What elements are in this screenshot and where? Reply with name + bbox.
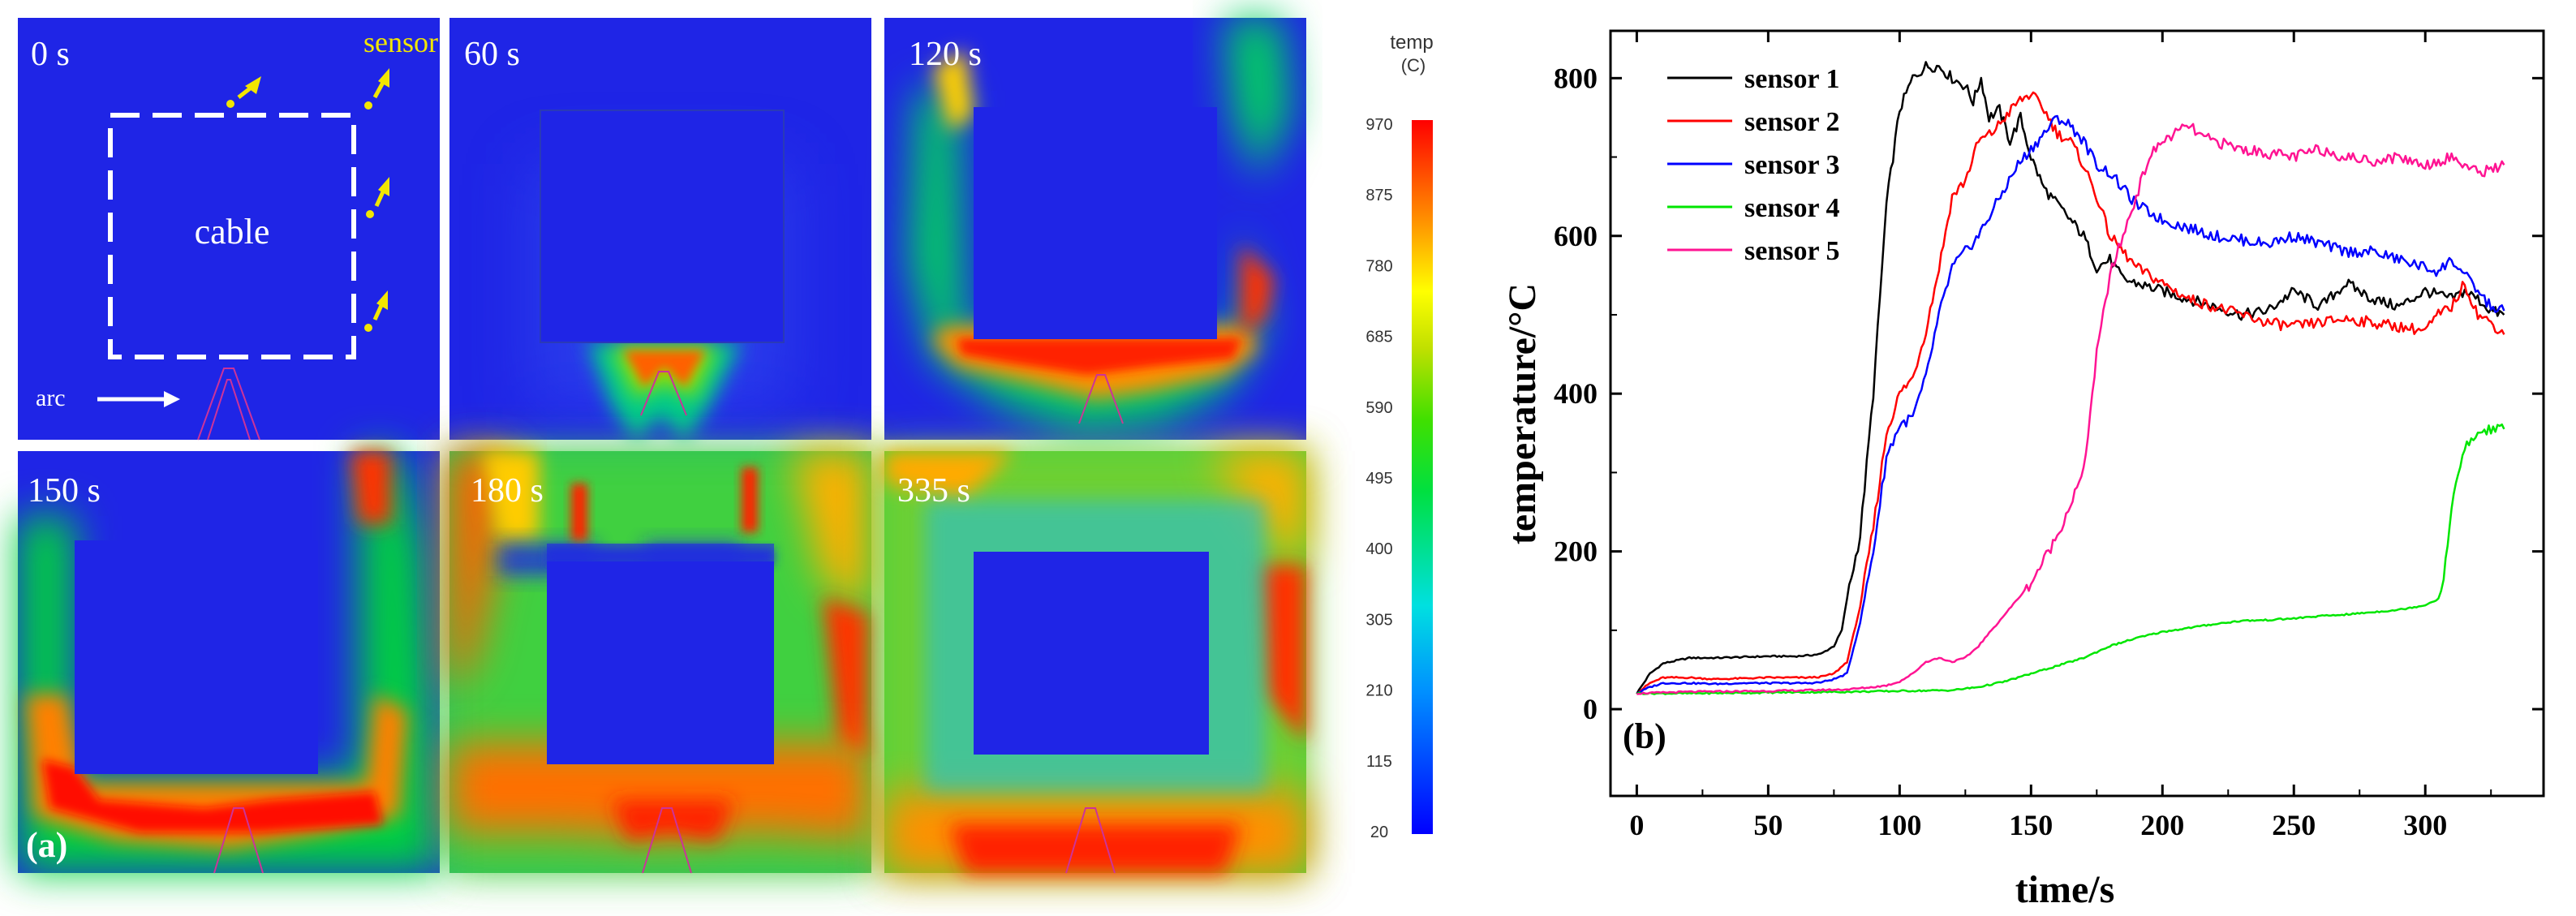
x-tick-label: 100 [1877,809,1921,841]
colorbar-tick-label: 780 [1365,257,1392,275]
colorbar: temp (C) 970 875 780 685 590 495 400 305 210 115 2… [1365,32,1433,841]
x-tick-label: 50 [1753,809,1783,841]
cable-outline [108,113,356,359]
legend-entry-1: sensor 1 [1744,64,1839,94]
sim-panel-150s: 150 s (a) [18,451,440,874]
x-tick-label: 250 [2272,809,2316,841]
colorbar-tick-label: 875 [1365,187,1392,204]
series-line-5 [1636,123,2505,695]
sim-time-label: 180 s [471,472,544,510]
series-line-3 [1636,114,2505,695]
sim-time-label: 60 s [464,36,520,73]
colorbar-tick-label: 115 [1366,753,1392,771]
panel-b-label: (b) [1623,716,1666,756]
colorbar-tick-label: 495 [1365,470,1392,488]
legend-entry-3: sensor 3 [1744,150,1839,180]
series-line-4 [1636,423,2505,695]
arc-outline [197,368,260,441]
x-tick-label: 200 [2140,809,2184,841]
colorbar-tick-label: 590 [1365,399,1392,417]
cable-label: cable [195,212,270,252]
colorbar-tick-label: 685 [1365,329,1392,346]
y-tick-label: 600 [1554,220,1598,252]
sim-time-label: 335 s [897,472,970,510]
arc-label: arc [36,385,66,411]
y-tick-label: 400 [1554,377,1598,410]
legend-entry-4: sensor 4 [1744,193,1839,223]
series-line-1 [1636,61,2505,695]
legend-entry-2: sensor 2 [1744,107,1839,137]
sensor-marker-3 [366,177,389,218]
y-tick-label: 200 [1554,535,1598,568]
x-tick-label: 300 [2403,809,2447,841]
sim-panel-0s: cable sensor arc [18,18,440,441]
sim-panel-60s: 60 s [449,18,871,440]
colorbar-tick-label: 305 [1365,611,1392,629]
colorbar-tick-label: 400 [1365,540,1392,558]
series-line-2 [1636,91,2505,695]
colorbar-unit: (C) [1401,55,1426,75]
sensor-marker-1 [226,76,261,108]
sim-time-label: 150 s [28,472,101,510]
sensor-marker-4 [364,290,388,332]
sim-panel-335s: 335 s [884,451,1306,874]
arc-arrow [97,391,180,407]
sim-time-label: 0 s [31,36,70,73]
x-tick-label: 150 [2009,809,2053,841]
y-tick-label: 0 [1583,693,1598,725]
legend-entry-5: sensor 5 [1744,236,1839,266]
plot-frame [1609,29,2545,798]
legend: sensor 1 sensor 2 sensor 3 sensor 4 sensor 5 [1667,64,1839,266]
colorbar-gradient [1412,120,1433,834]
sim-time-label: 120 s [909,36,982,73]
sim-panel-120s: 120 s [884,18,1306,440]
sensor-marker-2 [364,68,389,110]
x-tick-label: 0 [1629,809,1644,841]
y-axis-label: temperature/°C [1501,283,1544,544]
sim-panel-180s: 180 s [449,451,871,874]
panel-a-label: (a) [26,825,67,865]
y-tick-label: 800 [1554,62,1598,94]
sensor-label: sensor [363,26,438,58]
simulation-panel-group: cable sensor arc [18,18,1434,874]
colorbar-tick-label: 970 [1365,116,1392,134]
x-axis-label: time/s [2015,868,2115,911]
colorbar-tick-label: 20 [1370,824,1388,841]
temperature-chart: 0 50 100 150 200 250 300 0 200 400 600 800 sensor 1… [1501,29,2545,911]
colorbar-tick-label: 210 [1365,682,1392,700]
colorbar-title: temp [1390,32,1433,54]
